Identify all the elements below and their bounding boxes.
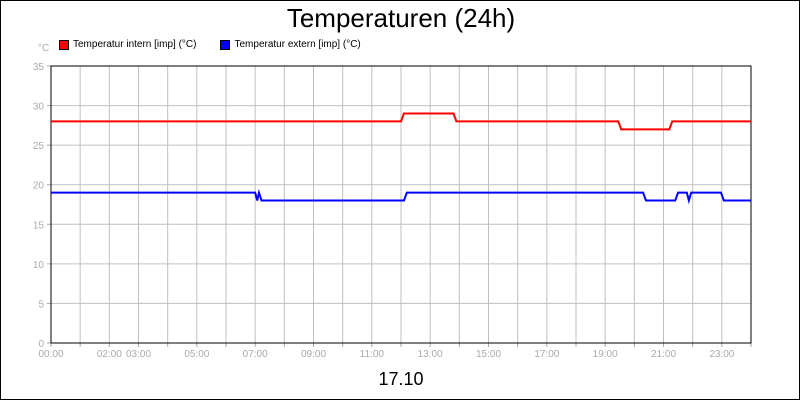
x-tick-label: 03:00 xyxy=(126,349,151,360)
y-tick-label: 20 xyxy=(33,181,45,192)
plot-border xyxy=(50,65,752,344)
x-tick-label: 07:00 xyxy=(243,349,268,360)
legend-swatch-red xyxy=(59,39,69,50)
legend: Temperatur intern [imp] (°C) Temperatur … xyxy=(59,39,361,50)
x-tick-label: 11:00 xyxy=(360,349,385,360)
y-tick-label: 0 xyxy=(38,339,44,350)
chart-title: Temperaturen (24h) xyxy=(286,3,516,33)
legend-label: Temperatur intern [imp] (°C) xyxy=(73,39,197,50)
x-tick-label: 09:00 xyxy=(301,349,326,360)
x-tick-label: 23:00 xyxy=(709,349,734,360)
legend-swatch-blue xyxy=(220,39,231,50)
x-tick-label: 02:00 xyxy=(97,349,122,360)
y-tick-label: 15 xyxy=(33,220,45,231)
x-tick-label: 13:00 xyxy=(418,349,443,360)
y-tick-label: 5 xyxy=(38,299,44,310)
series-line-extern xyxy=(51,188,751,205)
x-tick-label: 17:00 xyxy=(534,349,559,360)
x-tick-label: 19:00 xyxy=(593,349,618,360)
y-tick-label: 30 xyxy=(33,102,45,113)
legend-item-extern: Temperatur extern [imp] (°C) xyxy=(220,39,361,50)
series-line-intern xyxy=(51,112,751,131)
x-axis-label: 17.10 xyxy=(378,369,424,389)
x-tick-label: 00:00 xyxy=(38,349,63,360)
legend-item-intern: Temperatur intern [imp] (°C) xyxy=(59,39,196,50)
legend-label: Temperatur extern [imp] (°C) xyxy=(234,39,361,50)
y-tick-label: 25 xyxy=(33,141,45,152)
y-tick-label: 35 xyxy=(33,62,45,73)
x-tick-label: 15:00 xyxy=(476,349,501,360)
x-tick-label: 21:00 xyxy=(651,349,676,360)
y-tick-label: 10 xyxy=(33,260,45,271)
x-tick-label: 05:00 xyxy=(184,349,209,360)
y-axis-unit: °C xyxy=(38,43,50,54)
